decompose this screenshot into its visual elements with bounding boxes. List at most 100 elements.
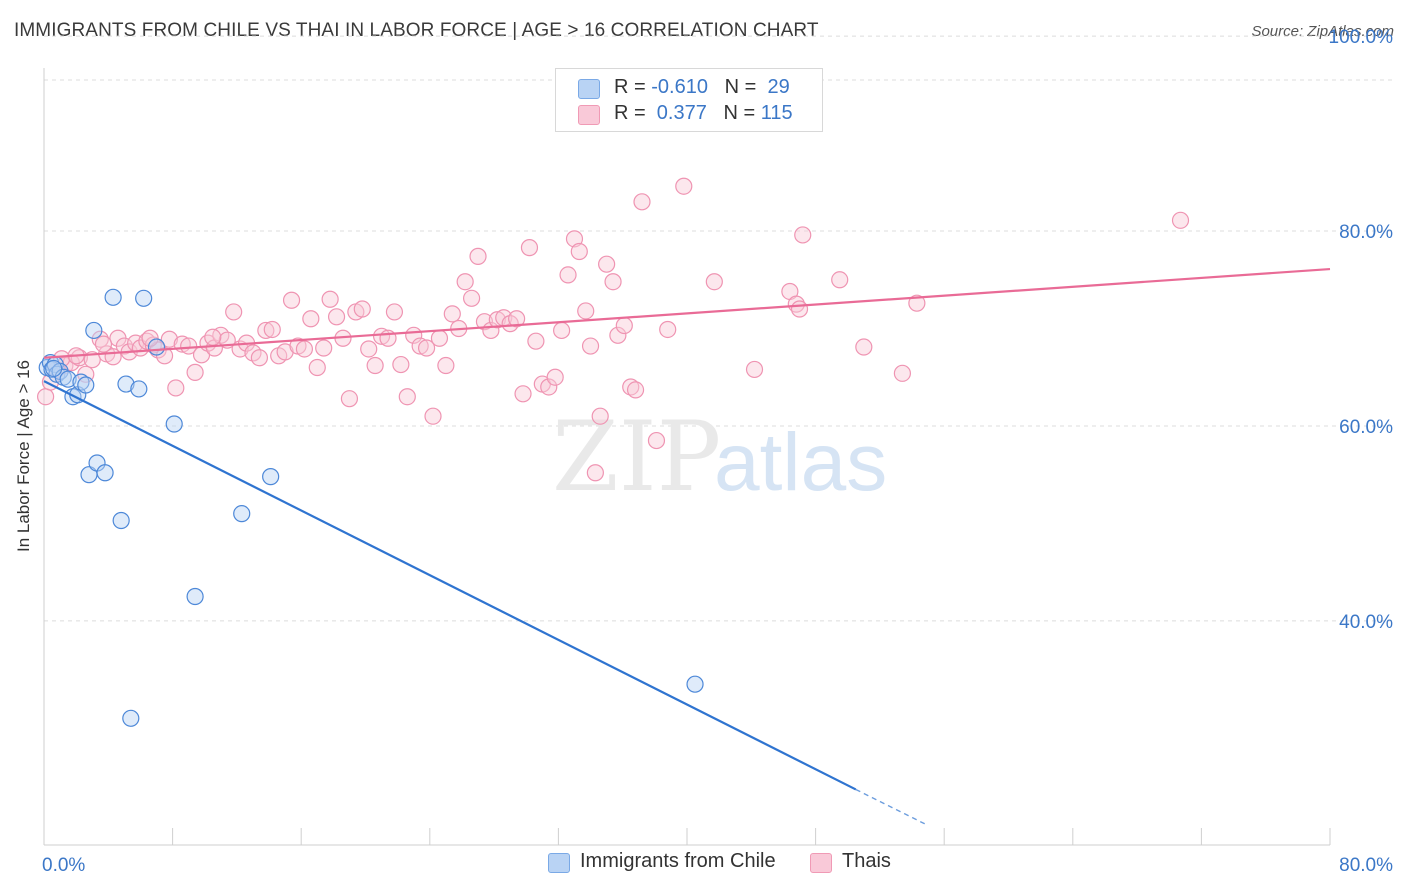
data-point — [591, 407, 609, 425]
data-point — [263, 320, 281, 339]
data-point — [321, 290, 339, 308]
data-point — [424, 407, 442, 425]
data-point — [1171, 211, 1190, 229]
data-point — [893, 364, 912, 382]
data-point — [609, 326, 627, 344]
legend-r-label: R = — [614, 76, 652, 98]
data-point — [385, 303, 404, 321]
bottom-legend-swatch-chile — [548, 853, 570, 873]
data-point — [514, 385, 532, 403]
legend-r-value: 0.377 — [651, 102, 707, 124]
data-point — [122, 709, 140, 727]
data-point — [282, 291, 301, 309]
legend-n-value: 29 — [767, 76, 790, 98]
chile-points — [38, 288, 704, 727]
watermark-zip: ZIP — [552, 401, 721, 513]
data-point — [45, 359, 63, 378]
data-point — [94, 335, 113, 353]
x-tick-label: 80.0% — [1339, 855, 1393, 876]
y-tick-label: 40.0% — [1339, 612, 1393, 633]
data-point — [622, 378, 640, 396]
data-point — [508, 310, 526, 328]
data-point — [626, 381, 645, 399]
legend-r-label: R = — [614, 102, 652, 124]
y-tick-label: 100.0% — [1329, 27, 1394, 48]
data-point — [559, 266, 577, 284]
trend-line-thai — [43, 267, 1331, 359]
data-point — [160, 330, 178, 348]
data-point — [96, 464, 114, 482]
data-point — [520, 239, 539, 257]
legend-swatch-thai — [578, 105, 600, 125]
data-point — [787, 295, 805, 313]
data-point — [167, 379, 185, 397]
data-point — [327, 308, 346, 326]
legend-n-value: 115 — [760, 102, 793, 124]
bottom-legend-swatch-thai — [810, 853, 832, 873]
data-point — [598, 255, 616, 273]
legend-n-label: N = — [724, 76, 762, 98]
tick-labels: 40.0% 60.0% 80.0% 100.0% 0.0% 80.0% — [42, 27, 1393, 876]
bottom-legend-label-thai: Thais — [842, 850, 891, 872]
thai-points — [37, 177, 1190, 482]
x-tick-label: 0.0% — [42, 855, 85, 876]
data-point — [604, 273, 622, 291]
data-point — [527, 332, 545, 350]
data-point — [204, 328, 222, 346]
data-point — [831, 271, 849, 289]
data-point — [308, 358, 326, 377]
data-point — [180, 337, 198, 355]
data-point — [130, 380, 148, 398]
watermark: ZIP atlas — [552, 401, 887, 513]
data-point — [565, 230, 584, 248]
data-point — [165, 415, 183, 433]
data-point — [302, 310, 320, 328]
data-point — [675, 177, 693, 195]
trend-line-chile-extension — [855, 788, 929, 827]
data-point — [295, 340, 314, 358]
data-point — [469, 247, 487, 265]
y-tick-label: 60.0% — [1339, 417, 1393, 438]
data-point — [37, 388, 55, 406]
data-point — [488, 311, 506, 329]
bottom-legend-label-chile: Immigrants from Chile — [580, 850, 776, 872]
data-point — [353, 300, 371, 318]
data-point — [262, 468, 280, 486]
data-point — [340, 390, 359, 408]
data-point — [553, 321, 571, 340]
legend-r-value: -0.610 — [651, 76, 708, 98]
data-point — [117, 375, 135, 393]
data-point — [147, 338, 166, 356]
data-point — [250, 349, 269, 367]
data-point — [430, 329, 449, 347]
data-point — [112, 511, 130, 530]
trend-line-chile — [43, 380, 857, 791]
data-point — [91, 330, 109, 348]
data-point — [794, 226, 812, 244]
data-point — [257, 321, 275, 340]
data-point — [85, 321, 103, 340]
data-point — [372, 327, 391, 345]
axes-layer — [43, 68, 1331, 846]
data-point — [462, 289, 481, 307]
data-point — [456, 273, 474, 291]
watermark-atlas: atlas — [714, 417, 887, 508]
data-point — [186, 587, 204, 606]
data-point — [437, 356, 455, 375]
y-axis-label: In Labor Force | Age > 16 — [14, 359, 33, 553]
data-point — [647, 431, 666, 450]
data-point — [398, 388, 416, 406]
data-point — [581, 337, 600, 355]
data-point — [77, 376, 95, 394]
data-point — [546, 368, 564, 386]
data-point — [705, 273, 723, 291]
data-point — [366, 356, 384, 375]
data-point — [475, 313, 494, 331]
trend-lines — [43, 267, 1331, 827]
data-point — [360, 340, 378, 358]
data-point — [908, 294, 926, 312]
data-point — [686, 675, 704, 693]
data-point — [417, 339, 436, 357]
data-point — [72, 373, 90, 391]
